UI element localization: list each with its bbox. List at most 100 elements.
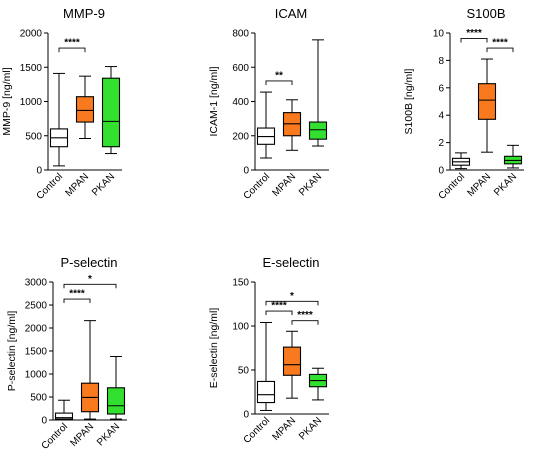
y-axis-label: ICAM-1 [ng/ml] <box>208 66 220 136</box>
y-tick-label: 500 <box>25 131 42 142</box>
box-mpan <box>80 320 100 420</box>
y-tick-label: 1000 <box>20 97 43 108</box>
x-tick-label: PKAN <box>297 171 324 198</box>
box-iqr <box>256 380 276 404</box>
y-tick-label: 200 <box>232 131 249 142</box>
box-pkan <box>308 367 328 401</box>
x-tick-label: PKAN <box>90 171 117 198</box>
y-tick-label: 400 <box>232 97 249 108</box>
significance-bracket: **** <box>58 38 86 53</box>
chart-title: ICAM <box>275 6 308 21</box>
box-pkan <box>106 356 126 420</box>
x-tick-label: MPAN <box>68 421 96 449</box>
y-tick-label: 2 <box>438 138 444 149</box>
y-tick-label: 1000 <box>25 370 48 381</box>
y-axis-label: MMP-9 [ng/ml] <box>1 67 13 135</box>
box-control <box>256 91 276 159</box>
box-iqr <box>477 83 497 120</box>
chart-panel-4: P-selectin P-selectin [ng/ml] 0 500 1000 1500… <box>6 255 127 452</box>
y-tick-label: 1500 <box>20 63 43 74</box>
box-pkan <box>503 144 523 169</box>
bracket-line <box>291 320 319 325</box>
box-iqr <box>101 77 121 148</box>
box-control <box>54 399 74 421</box>
box-iqr <box>54 412 74 420</box>
y-axis-label: S100B [ng/ml] <box>403 68 415 134</box>
chart-title: P-selectin <box>60 255 117 270</box>
y-tick-label: 2000 <box>20 29 43 40</box>
significance-bracket: **** <box>486 38 514 53</box>
significance-label: * <box>88 274 92 285</box>
y-tick-label: 0 <box>36 166 42 177</box>
y-tick-label: 10 <box>433 29 445 40</box>
box-pkan <box>101 66 121 155</box>
bracket-line <box>58 47 86 53</box>
y-axis-label: E-selectin [ng/ml] <box>208 308 220 389</box>
y-tick-label: 3000 <box>25 278 48 289</box>
bracket-line <box>265 310 293 316</box>
y-tick-label: 6 <box>438 83 444 94</box>
bracket-line <box>63 283 117 289</box>
x-tick-label: MPAN <box>270 171 298 199</box>
x-tick-label: MPAN <box>465 171 493 199</box>
box-mpan <box>75 75 95 139</box>
bracket-line <box>63 298 91 304</box>
x-tick-label: MPAN <box>63 171 91 199</box>
bracket-line <box>265 300 319 306</box>
box-iqr <box>75 96 95 123</box>
significance-bracket: ** <box>265 70 293 85</box>
chart-title: MMP-9 <box>63 6 105 21</box>
y-tick-label: 600 <box>232 63 249 74</box>
y-tick-label: 2500 <box>25 301 48 312</box>
y-axis-label: P-selectin [ng/ml] <box>6 311 18 392</box>
box-control <box>451 152 471 170</box>
y-tick-label: 2000 <box>25 324 48 335</box>
y-tick-label: 150 <box>232 278 249 289</box>
y-tick-label: 100 <box>232 322 249 333</box>
y-tick-label: 800 <box>232 29 249 40</box>
chart-title: S100B <box>466 6 505 21</box>
y-tick-label: 0 <box>243 410 249 421</box>
box-mpan <box>282 330 302 399</box>
x-tick-label: PKAN <box>95 421 122 448</box>
y-tick-label: 0 <box>243 166 249 177</box>
significance-label: **** <box>297 310 313 321</box>
significance-label: **** <box>64 38 80 49</box>
box-iqr <box>308 121 328 140</box>
bracket-line <box>265 80 293 85</box>
significance-label: **** <box>466 28 482 39</box>
significance-label: * <box>290 291 294 302</box>
y-tick-label: 500 <box>30 393 47 404</box>
box-control <box>49 72 69 167</box>
x-tick-label: PKAN <box>492 171 519 198</box>
y-tick-label: 50 <box>238 366 250 377</box>
significance-label: **** <box>271 301 287 312</box>
y-tick-label: 4 <box>438 111 444 122</box>
significance-bracket: * <box>63 274 117 289</box>
y-tick-label: 8 <box>438 56 444 67</box>
box-control <box>256 321 276 411</box>
y-tick-label: 0 <box>41 416 47 427</box>
significance-bracket: **** <box>291 310 319 325</box>
significance-label: ** <box>275 70 283 81</box>
bracket-line <box>460 38 488 43</box>
x-tick-label: PKAN <box>297 415 324 442</box>
x-tick-label: MPAN <box>270 415 298 443</box>
box-iqr <box>282 346 302 376</box>
bracket-line <box>486 47 514 53</box>
box-iqr <box>106 387 126 415</box>
significance-bracket: **** <box>265 301 293 316</box>
y-tick-label: 0 <box>438 166 444 177</box>
significance-bracket: **** <box>460 28 488 43</box>
box-mpan <box>477 58 497 153</box>
significance-bracket: * <box>265 291 319 306</box>
chart-title: E-selectin <box>262 255 319 270</box>
significance-bracket: **** <box>63 289 91 304</box>
box-mpan <box>282 99 302 151</box>
significance-label: **** <box>492 38 508 49</box>
